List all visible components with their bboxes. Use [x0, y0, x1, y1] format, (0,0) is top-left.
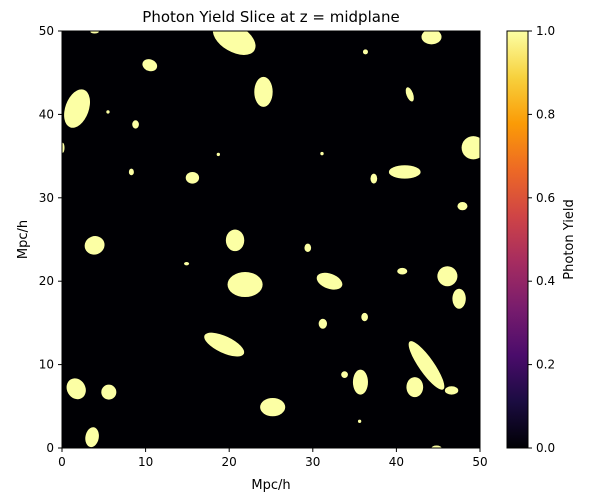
yield-region [216, 152, 221, 157]
yield-region [254, 76, 273, 107]
plot-area [61, 30, 481, 449]
yield-region [431, 445, 442, 448]
colorbar-label: Photon Yield [562, 199, 577, 279]
colorbar-ticks: 0.0 0.2 0.4 0.6 0.8 1.0 [528, 24, 555, 455]
x-tick-label: 40 [389, 455, 404, 469]
yield-region [437, 266, 458, 287]
yield-region [90, 31, 99, 34]
y-tick-label: 20 [39, 274, 54, 288]
colorbar-tick-label: 0.4 [536, 274, 555, 288]
y-axis: 0 10 20 30 40 50 [39, 24, 62, 455]
yield-region [316, 272, 343, 290]
y-tick-label: 40 [39, 107, 54, 121]
yield-region [85, 427, 99, 448]
plot-frame [61, 30, 481, 449]
y-tick-label: 10 [39, 358, 54, 372]
yield-region [444, 386, 459, 395]
y-tick-label: 50 [39, 24, 54, 38]
yield-region [320, 151, 324, 156]
colorbar: 0.0 0.2 0.4 0.6 0.8 1.0 Photon Yield [506, 24, 577, 455]
yield-region [452, 288, 466, 309]
x-tick-label: 50 [472, 455, 487, 469]
yield-region [106, 110, 110, 114]
x-tick-label: 0 [58, 455, 66, 469]
yield-region [362, 49, 368, 55]
yield-region [304, 243, 312, 253]
yield-region [406, 377, 424, 398]
yield-region [62, 142, 65, 153]
yield-region [128, 168, 134, 176]
yield-region [64, 89, 91, 128]
yield-region [318, 318, 328, 329]
yield-region [408, 341, 445, 390]
chart-title: Photon Yield Slice at z = midplane [142, 8, 399, 26]
yield-region [84, 236, 105, 255]
colorbar-gradient [507, 31, 528, 448]
yield-region [132, 120, 139, 129]
yield-region [101, 384, 117, 400]
x-tick-label: 30 [305, 455, 320, 469]
yield-region [185, 171, 200, 184]
x-axis-label: Mpc/h [251, 478, 290, 493]
yield-region [388, 165, 421, 179]
x-tick-label: 20 [222, 455, 237, 469]
colorbar-tick-label: 0.8 [536, 107, 555, 121]
yield-region [227, 272, 263, 298]
yield-region [352, 369, 368, 395]
colorbar-tick-label: 0.2 [536, 358, 555, 372]
yield-region [361, 312, 368, 322]
x-axis: 0 10 20 30 40 50 [58, 448, 488, 469]
yield-region [66, 378, 86, 400]
yield-region [461, 136, 480, 160]
y-axis-label: Mpc/h [16, 220, 31, 259]
yield-region [405, 87, 414, 102]
colorbar-frame [506, 30, 529, 449]
y-tick-label: 30 [39, 191, 54, 205]
yield-region [457, 201, 468, 211]
x-tick-label: 10 [138, 455, 153, 469]
yield-region [184, 262, 190, 266]
yield-region [421, 31, 442, 45]
yield-region [341, 371, 348, 378]
yield-region [397, 267, 408, 275]
yield-region [225, 229, 245, 252]
yield-region [357, 419, 362, 423]
yield-region [370, 173, 378, 184]
colorbar-tick-label: 0.6 [536, 191, 555, 205]
y-tick-label: 0 [46, 441, 54, 455]
colorbar-tick-label: 1.0 [536, 24, 555, 38]
yield-region [260, 397, 286, 417]
yield-region [142, 59, 158, 72]
yield-region [204, 332, 245, 357]
colorbar-tick-label: 0.0 [536, 441, 555, 455]
yield-region [212, 31, 256, 55]
